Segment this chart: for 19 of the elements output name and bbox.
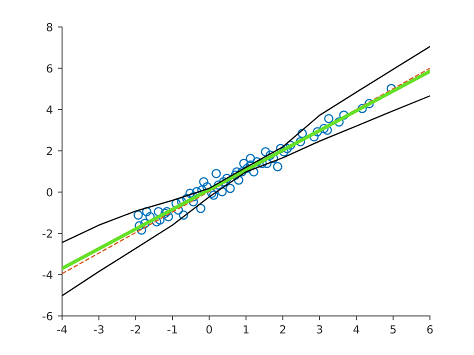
y-tick-label: 8 xyxy=(46,22,52,32)
y-tick-label: 0 xyxy=(46,188,52,196)
x-tick-label: 6 xyxy=(427,325,433,334)
y-tick-label: 2 xyxy=(46,146,52,156)
y-tick-label: 6 xyxy=(46,64,52,73)
x-tick-label: 3 xyxy=(316,325,322,334)
x-tick-label: -4 xyxy=(57,325,68,334)
x-tick-label: 4 xyxy=(353,325,360,334)
x-tick-label: 1 xyxy=(244,325,249,334)
x-tick-label: 0 xyxy=(206,325,212,334)
y-tick-label: 4 xyxy=(46,106,52,114)
x-tick-label: -1 xyxy=(167,325,177,334)
x-tick-label: -3 xyxy=(94,325,104,334)
y-tick-label: -2 xyxy=(42,229,52,238)
y-tick-label: -6 xyxy=(42,312,52,320)
x-tick-label: 2 xyxy=(280,325,286,334)
x-tick-label: 5 xyxy=(390,325,396,334)
y-tick-label: -4 xyxy=(42,270,52,279)
x-tick-label: -2 xyxy=(130,325,140,334)
